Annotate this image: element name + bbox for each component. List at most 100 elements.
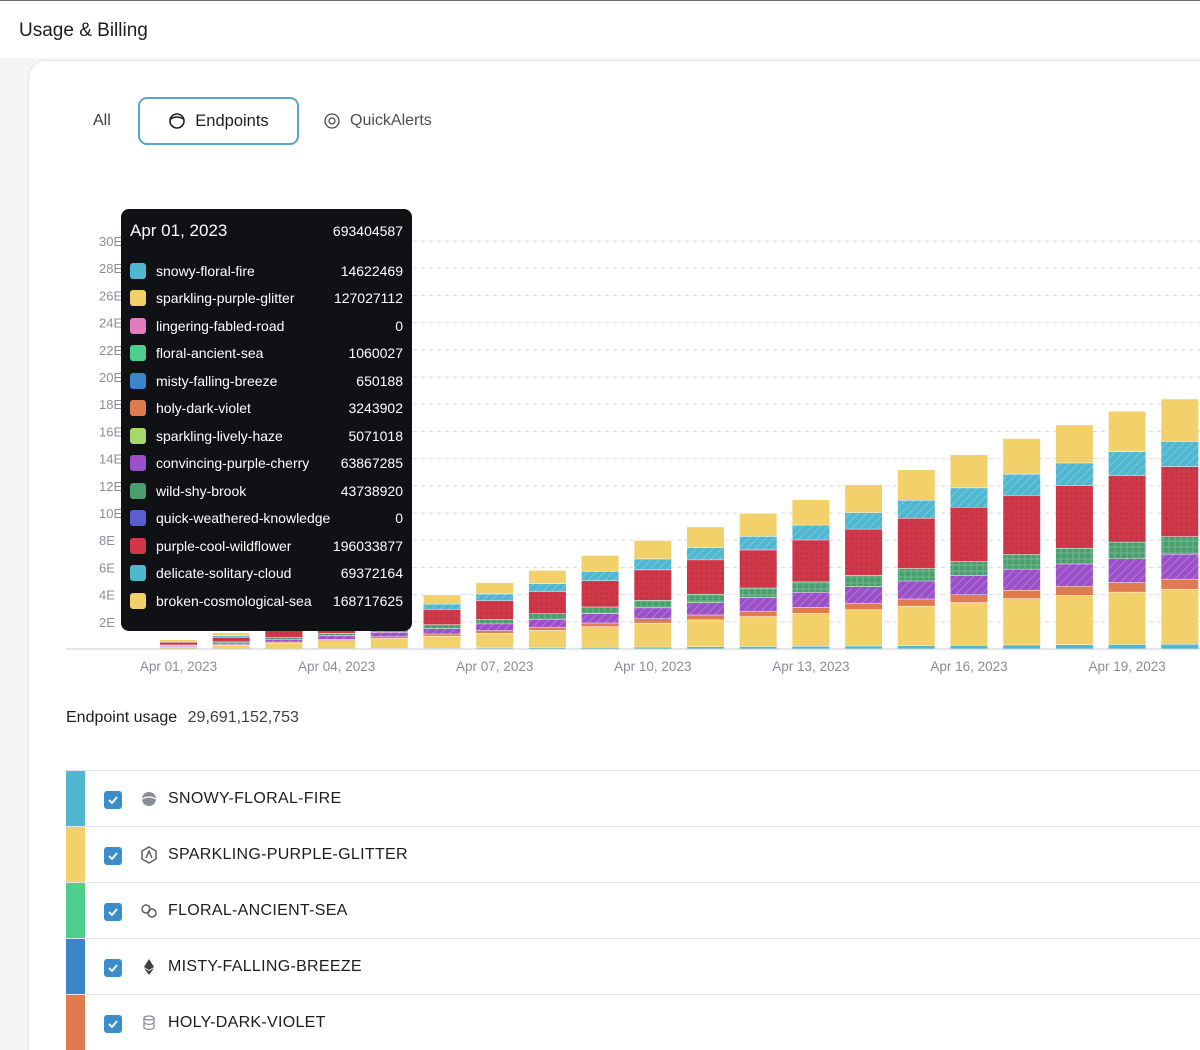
bar[interactable] bbox=[476, 581, 514, 649]
endpoint-checkbox[interactable] bbox=[104, 959, 122, 977]
bar-segment-yellow_bottom bbox=[1108, 591, 1146, 645]
bar[interactable] bbox=[528, 569, 566, 649]
endpoint-list: SNOWY-FLORAL-FIRE SPARKLING-PURPLE-GLITTE… bbox=[66, 770, 1200, 1050]
tooltip-swatch bbox=[130, 592, 146, 609]
bar-segment-texture bbox=[950, 575, 988, 595]
bar-segment-texture bbox=[212, 641, 250, 643]
endpoint-row[interactable]: SNOWY-FLORAL-FIRE bbox=[66, 771, 1200, 827]
endpoint-name: SPARKLING-PURPLE-GLITTER bbox=[168, 846, 408, 863]
bar-segment-texture bbox=[423, 624, 461, 629]
y-tick-label: 22E bbox=[99, 343, 122, 358]
bar-segment-texture bbox=[634, 558, 672, 570]
bar-segment-texture bbox=[897, 580, 935, 599]
bar[interactable] bbox=[1003, 437, 1041, 649]
tooltip-row: broken-cosmological-sea 168717625 bbox=[130, 587, 403, 615]
y-tick-label: 8E bbox=[99, 533, 115, 548]
bar[interactable] bbox=[845, 483, 883, 649]
bar-segment-yellow_bottom bbox=[160, 646, 197, 649]
endpoint-usage: Endpoint usage 29,691,152,753 bbox=[66, 709, 299, 727]
tab-quickalerts[interactable]: QuickAlerts bbox=[323, 112, 432, 130]
tooltip-row: delicate-solitary-cloud 69372164 bbox=[130, 560, 403, 588]
y-tick-label: 6E bbox=[99, 560, 115, 575]
y-tick-label: 30E bbox=[99, 234, 122, 249]
endpoint-row[interactable]: HOLY-DARK-VIOLET bbox=[66, 995, 1200, 1050]
bar-segment-yellow_top bbox=[212, 632, 250, 636]
endpoint-checkbox[interactable] bbox=[104, 847, 122, 865]
bar[interactable] bbox=[792, 498, 830, 649]
bar-segment-texture bbox=[212, 642, 250, 645]
tooltip-row-value: 127027112 bbox=[333, 290, 403, 307]
endpoint-row[interactable]: SPARKLING-PURPLE-GLITTER bbox=[66, 827, 1200, 883]
y-tick-label: 4E bbox=[99, 588, 115, 603]
bar-segment-yellow_top bbox=[950, 454, 988, 488]
bar-segment-yellow_bottom bbox=[792, 613, 830, 647]
bar[interactable] bbox=[634, 539, 672, 649]
bar[interactable] bbox=[950, 454, 988, 649]
bar[interactable] bbox=[212, 632, 250, 650]
bar[interactable] bbox=[687, 526, 724, 649]
bar-segment-yellow_bottom bbox=[265, 642, 303, 649]
bar[interactable] bbox=[1055, 424, 1093, 649]
main-card: All Endpoints QuickAlerts 2E 4E 6E 8E 10E bbox=[28, 60, 1200, 1050]
bar-segment-yellow_bottom bbox=[476, 633, 514, 648]
top-bar: Usage & Billing bbox=[0, 0, 1200, 58]
x-tick-label: Apr 16, 2023 bbox=[930, 659, 1007, 674]
y-tick-label: 16E bbox=[99, 424, 122, 439]
y-tick-label: 10E bbox=[99, 506, 122, 521]
bar-segment-yellow_bottom bbox=[581, 626, 619, 648]
tab-endpoints-label: Endpoints bbox=[195, 111, 269, 130]
bar-segment-texture bbox=[1055, 485, 1093, 549]
tooltip-swatch bbox=[130, 455, 146, 472]
bar[interactable] bbox=[897, 468, 935, 649]
endpoint-color-strip bbox=[66, 771, 85, 826]
tab-all[interactable]: All bbox=[93, 112, 111, 130]
endpoint-checkbox[interactable] bbox=[104, 1015, 122, 1033]
endpoint-checkbox[interactable] bbox=[104, 903, 122, 921]
bar-segment-texture bbox=[423, 609, 461, 625]
endpoint-name: FLORAL-ANCIENT-SEA bbox=[168, 902, 348, 919]
endpoint-checkbox[interactable] bbox=[104, 791, 122, 809]
bar-segment-cyan_bottom bbox=[897, 645, 935, 649]
endpoint-row[interactable]: FLORAL-ANCIENT-SEA bbox=[66, 883, 1200, 939]
bar[interactable] bbox=[739, 512, 777, 649]
tooltip-swatch bbox=[130, 290, 146, 307]
tooltip-swatch bbox=[130, 372, 146, 389]
bar-segment-texture bbox=[634, 600, 672, 608]
tab-endpoints[interactable]: Endpoints bbox=[138, 97, 299, 145]
y-tick-label: 26E bbox=[99, 288, 122, 303]
bar-segment-yellow_top bbox=[1055, 424, 1093, 463]
tooltip-row: lingering-fabled-road 0 bbox=[130, 312, 403, 340]
tooltip-row: wild-shy-brook 43738920 bbox=[130, 477, 403, 505]
tooltip-row: floral-ancient-sea 1060027 bbox=[130, 340, 403, 368]
bar-segment-yellow_top bbox=[739, 513, 777, 537]
bar-segment-orange bbox=[1003, 589, 1041, 599]
y-tick-label: 18E bbox=[99, 397, 122, 412]
tab-quickalerts-label: QuickAlerts bbox=[350, 112, 432, 129]
bar[interactable] bbox=[581, 554, 619, 649]
bar-segment-texture bbox=[845, 528, 883, 575]
bar[interactable] bbox=[1108, 410, 1146, 649]
tooltip-row-name: wild-shy-brook bbox=[156, 482, 247, 499]
bar-segment-texture bbox=[265, 637, 303, 640]
bar[interactable] bbox=[423, 594, 461, 649]
bar-segment-yellow_top bbox=[528, 570, 566, 584]
bar-segment-texture bbox=[739, 549, 777, 588]
bar-segment-yellow_bottom bbox=[212, 645, 250, 649]
x-tick-label: Apr 13, 2023 bbox=[772, 659, 849, 674]
bar-segment-yellow_top bbox=[476, 582, 514, 594]
bar-segment-yellow_bottom bbox=[739, 616, 777, 647]
bar-segment-orange bbox=[581, 622, 619, 627]
bar-segment-texture bbox=[370, 631, 408, 637]
bar-segment-yellow_bottom bbox=[950, 602, 988, 646]
endpoint-row[interactable]: MISTY-FALLING-BREEZE bbox=[66, 939, 1200, 995]
bar[interactable] bbox=[160, 638, 197, 650]
bar[interactable] bbox=[1161, 398, 1199, 649]
bar-segment-texture bbox=[1003, 495, 1041, 555]
tooltip-row-name: misty-falling-breeze bbox=[156, 372, 278, 389]
bar-segment-texture bbox=[581, 580, 619, 607]
chart-tooltip: Apr 01, 2023 693404587 snowy-floral-fire… bbox=[121, 209, 412, 631]
bar-segment-texture bbox=[950, 487, 988, 508]
database-icon bbox=[143, 1015, 155, 1031]
bar-segment-texture bbox=[1003, 474, 1041, 496]
checkmark-icon bbox=[108, 796, 118, 805]
